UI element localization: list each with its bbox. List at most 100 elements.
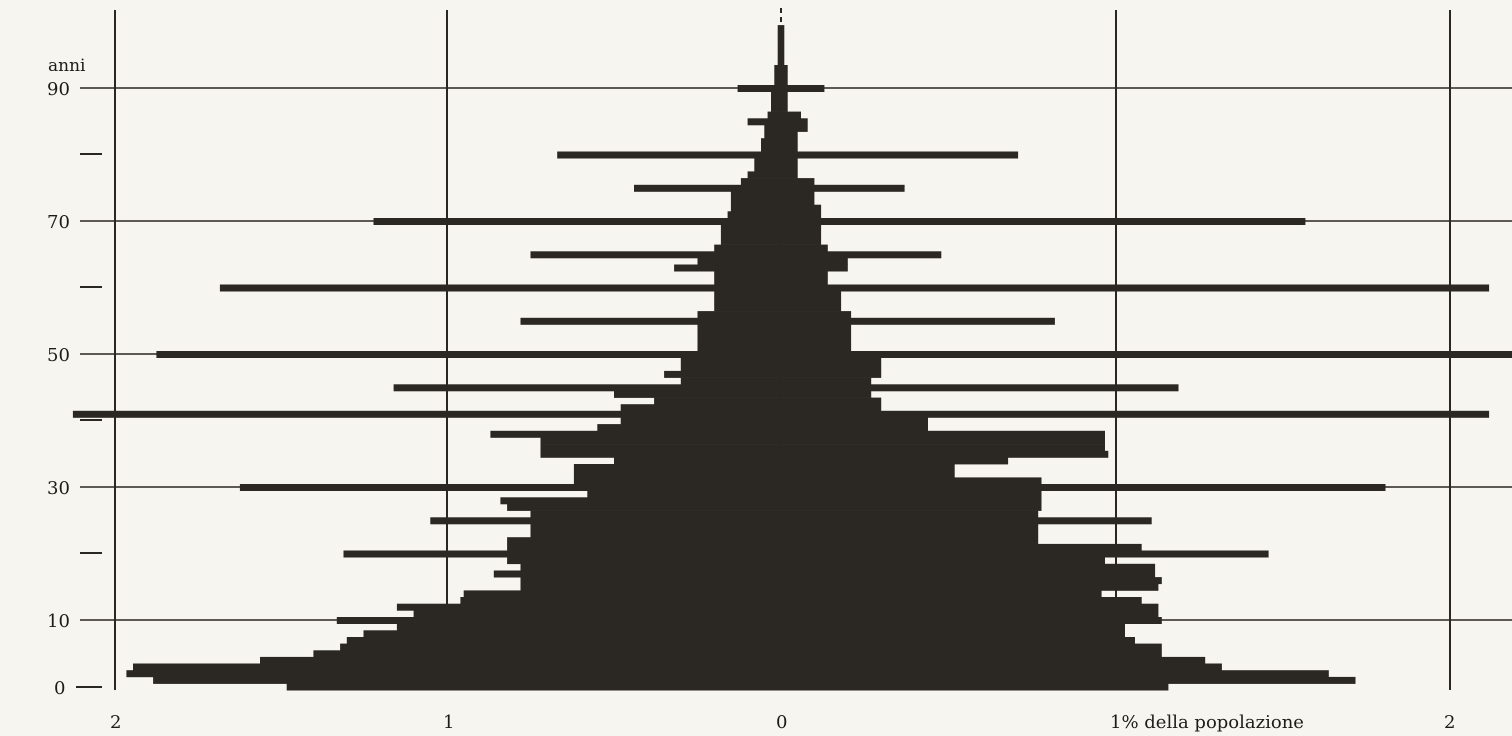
bar-right-age-50 bbox=[781, 351, 1512, 358]
bar-left-age-8 bbox=[363, 630, 781, 638]
bar-right-age-45 bbox=[781, 384, 1179, 392]
bar-left-age-14 bbox=[463, 590, 781, 598]
bar-right-age-97 bbox=[781, 38, 785, 46]
bar-right-age-33 bbox=[781, 464, 955, 471]
bar-left-age-16 bbox=[520, 577, 781, 585]
bar-right-age-23 bbox=[781, 530, 1039, 538]
bar-right-age-25 bbox=[781, 517, 1152, 525]
bar-left-age-29 bbox=[587, 490, 781, 498]
bar-left-age-24 bbox=[530, 523, 781, 531]
bar-left-age-34 bbox=[614, 457, 781, 465]
bar-left-age-77 bbox=[747, 171, 781, 179]
bar-right-age-51 bbox=[781, 344, 852, 352]
bars-group bbox=[72, 25, 1512, 691]
bar-left-age-89 bbox=[771, 91, 781, 99]
bar-right-age-47 bbox=[781, 370, 882, 378]
bar-left-age-78 bbox=[754, 164, 781, 172]
bar-left-age-30 bbox=[239, 484, 781, 491]
bar-left-age-28 bbox=[500, 497, 781, 505]
bar-right-age-44 bbox=[781, 390, 872, 398]
bar-right-age-24 bbox=[781, 523, 1039, 531]
bar-right-age-75 bbox=[781, 184, 905, 192]
bar-left-age-44 bbox=[614, 390, 781, 398]
bar-left-age-49 bbox=[680, 357, 781, 365]
bar-left-age-37 bbox=[540, 437, 781, 445]
bar-right-age-11 bbox=[781, 610, 1159, 618]
bar-right-age-8 bbox=[781, 630, 1125, 638]
bar-right-age-66 bbox=[781, 244, 828, 252]
bar-left-age-76 bbox=[740, 178, 781, 186]
y-tick-label-70: 70 bbox=[47, 212, 70, 233]
bar-left-age-79 bbox=[754, 158, 781, 166]
bar-right-age-36 bbox=[781, 444, 1105, 452]
bar-left-age-40 bbox=[620, 417, 781, 425]
bar-right-age-83 bbox=[781, 131, 798, 139]
bar-right-age-37 bbox=[781, 437, 1105, 445]
bar-right-age-29 bbox=[781, 490, 1042, 498]
bar-left-age-99 bbox=[777, 25, 781, 33]
y-tick-label-50: 50 bbox=[47, 345, 70, 366]
bar-left-age-92 bbox=[774, 71, 781, 79]
bar-right-age-82 bbox=[781, 138, 798, 146]
bar-left-age-31 bbox=[573, 477, 781, 485]
bar-left-age-51 bbox=[697, 344, 781, 352]
bar-left-age-58 bbox=[714, 297, 781, 305]
y-axis-label: anni bbox=[48, 56, 86, 76]
bar-right-age-22 bbox=[781, 537, 1039, 545]
bar-left-age-36 bbox=[540, 444, 781, 452]
bar-left-age-74 bbox=[730, 191, 781, 199]
bar-right-age-21 bbox=[781, 543, 1142, 551]
bar-left-age-20 bbox=[343, 550, 781, 558]
bar-right-age-59 bbox=[781, 291, 842, 299]
bar-left-age-48 bbox=[680, 364, 781, 372]
bar-right-age-43 bbox=[781, 397, 882, 405]
bar-right-age-55 bbox=[781, 317, 1055, 325]
bar-left-age-1 bbox=[153, 676, 782, 684]
bar-left-age-62 bbox=[714, 271, 781, 279]
bar-right-age-87 bbox=[781, 104, 788, 112]
bar-left-age-68 bbox=[720, 231, 781, 239]
bar-left-age-43 bbox=[654, 397, 781, 405]
bar-left-age-64 bbox=[697, 257, 781, 265]
bar-right-age-40 bbox=[781, 417, 928, 425]
bar-right-age-73 bbox=[781, 198, 815, 205]
bar-left-age-41 bbox=[72, 410, 781, 418]
bar-right-age-52 bbox=[781, 337, 852, 345]
bar-right-age-86 bbox=[781, 111, 801, 119]
bar-right-age-35 bbox=[781, 450, 1109, 458]
bar-left-age-7 bbox=[346, 637, 781, 644]
bar-left-age-17 bbox=[493, 570, 781, 578]
bar-right-age-9 bbox=[781, 623, 1125, 631]
bar-left-age-47 bbox=[664, 370, 781, 378]
bar-left-age-10 bbox=[336, 617, 781, 624]
y-tick-label-30: 30 bbox=[47, 478, 70, 499]
bar-left-age-50 bbox=[156, 351, 781, 358]
bar-left-age-35 bbox=[540, 450, 781, 458]
bar-right-age-0 bbox=[781, 683, 1169, 691]
bar-right-age-61 bbox=[781, 277, 828, 285]
bar-left-age-11 bbox=[413, 610, 781, 618]
bar-right-age-32 bbox=[781, 470, 955, 478]
bar-left-age-70 bbox=[373, 218, 781, 225]
bar-right-age-80 bbox=[781, 151, 1019, 159]
bar-right-age-6 bbox=[781, 643, 1162, 651]
bar-right-age-60 bbox=[781, 284, 1490, 292]
y-tick-label-10: 10 bbox=[47, 611, 70, 632]
bar-left-age-90 bbox=[737, 85, 781, 92]
bar-left-age-88 bbox=[771, 98, 781, 106]
bar-left-age-15 bbox=[520, 583, 781, 591]
bar-left-age-83 bbox=[764, 131, 781, 139]
bar-right-age-77 bbox=[781, 171, 798, 179]
bar-right-age-54 bbox=[781, 324, 852, 332]
bar-left-age-52 bbox=[697, 337, 781, 345]
bar-left-age-71 bbox=[727, 211, 781, 219]
bar-right-age-58 bbox=[781, 297, 842, 305]
bar-right-age-4 bbox=[781, 656, 1206, 664]
bar-left-age-80 bbox=[557, 151, 781, 159]
bar-right-age-89 bbox=[781, 91, 788, 99]
bar-right-age-91 bbox=[781, 78, 788, 86]
bar-right-age-95 bbox=[781, 51, 785, 59]
bar-left-age-55 bbox=[520, 317, 781, 325]
